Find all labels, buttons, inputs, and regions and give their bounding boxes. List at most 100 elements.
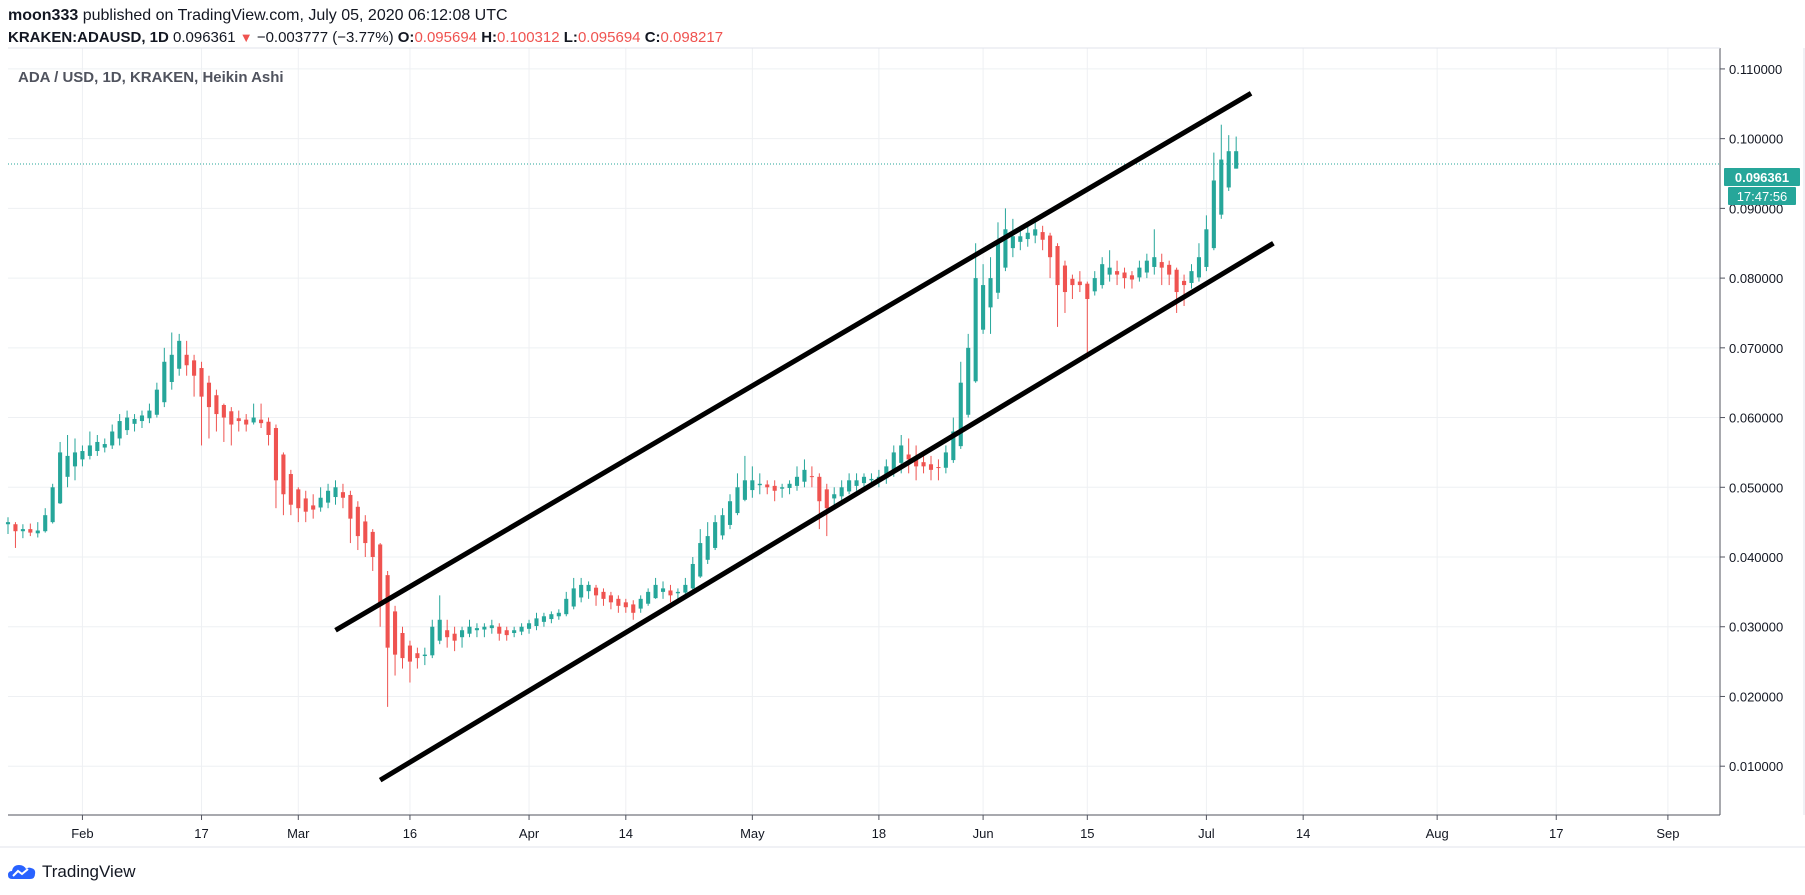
candle-body [1174, 269, 1179, 293]
candle-body [1144, 260, 1149, 273]
candle [1144, 253, 1149, 279]
candle-body [832, 494, 837, 499]
candle [1115, 260, 1120, 286]
candle [251, 403, 256, 425]
candle-body [958, 382, 963, 447]
candle-body [995, 243, 1001, 293]
candle-body [72, 452, 78, 467]
candle [184, 340, 189, 376]
candle [593, 584, 599, 606]
candle-body [214, 395, 219, 415]
high-label: H: [481, 29, 498, 46]
candle [474, 623, 479, 638]
y-tick-label: 0.020000 [1729, 689, 1783, 704]
candle-body [1152, 257, 1157, 267]
candle-body [601, 591, 606, 599]
candle-body [623, 602, 628, 608]
candle [303, 490, 308, 523]
candle-body [735, 487, 740, 514]
brand-name: TradingView [42, 862, 136, 881]
candle [623, 598, 628, 613]
candle-body [921, 462, 926, 467]
y-tick-label: 0.060000 [1729, 411, 1783, 426]
x-tick-label: 16 [403, 826, 417, 841]
symbol-name: KRAKEN:ADAUSD, 1D [8, 29, 169, 46]
candle-body [430, 626, 435, 656]
candle-body [698, 543, 703, 577]
candle-body [326, 490, 331, 503]
x-tick-label: 17 [194, 826, 208, 841]
candle [430, 619, 435, 659]
open-value: 0.095694 [414, 29, 478, 46]
candle [43, 508, 48, 533]
candle-body [854, 480, 859, 486]
candle [1070, 274, 1075, 300]
candle-body [564, 598, 569, 615]
candle-body [668, 590, 673, 596]
candle [5, 517, 11, 534]
candle-body [80, 451, 85, 460]
candle [72, 438, 78, 481]
candle [579, 577, 584, 603]
candle-body [675, 591, 680, 594]
candle-body [526, 623, 532, 629]
candle [646, 588, 651, 606]
tradingview-logo[interactable]: TradingView [8, 860, 136, 884]
candle-body [631, 604, 636, 613]
candle-body [683, 584, 688, 593]
candle [943, 445, 948, 474]
candle [460, 626, 465, 648]
candle-body [1062, 265, 1068, 293]
candle-body [646, 591, 651, 604]
candle-body [1107, 267, 1112, 275]
candle-body [1092, 278, 1097, 292]
candle-body [147, 410, 152, 419]
candle [1211, 152, 1216, 251]
candle [378, 543, 383, 627]
author-name[interactable]: moon333 [8, 7, 79, 24]
low-label: L: [563, 29, 578, 46]
trendline [334, 91, 1253, 633]
candle [631, 600, 636, 620]
candle-body [780, 487, 785, 489]
candle [162, 347, 167, 408]
candle [571, 577, 576, 610]
close-value: 0.098217 [660, 29, 724, 46]
candle [1182, 274, 1187, 306]
candle-body [1018, 236, 1023, 242]
candle [177, 333, 182, 376]
chart-title: ADA / USD, 1D, KRAKEN, Heikin Ashi [18, 69, 284, 86]
candle [556, 609, 561, 620]
candle-body [28, 529, 33, 533]
candle-body [1055, 246, 1060, 286]
candle-body [482, 626, 487, 630]
x-tick-label: 18 [872, 826, 886, 841]
candle [355, 501, 360, 551]
candle [973, 243, 978, 383]
current-price-box [1724, 168, 1800, 187]
candle [1129, 271, 1135, 289]
candle-body [534, 618, 539, 627]
candle [13, 522, 18, 548]
candle-body [1189, 271, 1194, 283]
candle-body [1077, 281, 1082, 286]
candle [705, 522, 710, 564]
axes: 0.010000 0.020000 0.030000 0.040000 0.050000… [0, 47, 1805, 848]
candle-body [1003, 229, 1008, 268]
candle [236, 410, 241, 432]
candle-body [229, 411, 234, 425]
candle [958, 361, 963, 449]
candle [393, 605, 398, 676]
candle-body [407, 645, 412, 662]
candle [229, 407, 234, 446]
candle-body [1182, 280, 1187, 286]
grid [8, 48, 1720, 815]
candle-body [5, 522, 11, 525]
candle-body [891, 452, 896, 473]
candle [906, 438, 911, 474]
candle-body [162, 361, 167, 403]
candle-body [169, 354, 174, 382]
candle-body [452, 633, 457, 641]
candle-body [460, 630, 465, 638]
